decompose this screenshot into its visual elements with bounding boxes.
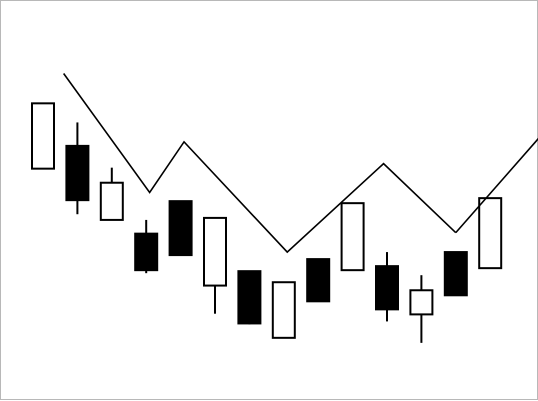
- candle-12: [409, 275, 434, 343]
- candle-8: [271, 281, 296, 339]
- candle-14: [478, 197, 503, 270]
- zigzag-trend-line: [62, 73, 457, 254]
- candle-3: [99, 167, 124, 221]
- candle-6: [203, 216, 227, 314]
- candle-9: [306, 258, 331, 303]
- bullish-candle-body: [31, 102, 55, 170]
- candle-1: [31, 102, 55, 170]
- bullish-candle-body: [203, 216, 227, 287]
- bearish-candle-body: [375, 265, 399, 311]
- zigzag-layer: [62, 73, 538, 254]
- zigzag-final-segment: [455, 137, 538, 234]
- bearish-candle-body: [168, 200, 193, 257]
- bullish-candle-body: [271, 281, 296, 339]
- candle-10: [340, 202, 365, 272]
- candle-11: [375, 252, 399, 322]
- candle-2: [65, 122, 90, 215]
- bearish-candle-body: [134, 232, 159, 272]
- bullish-candle-body: [409, 289, 434, 316]
- bullish-candle-body: [478, 197, 503, 270]
- bearish-candle-body: [306, 258, 331, 303]
- bearish-candle-body: [443, 251, 468, 297]
- candles-layer: [31, 102, 503, 343]
- candle-7: [237, 270, 262, 325]
- candle-5: [168, 200, 193, 257]
- candle-13: [443, 251, 468, 297]
- bullish-candle-body: [99, 181, 124, 221]
- bearish-candle-body: [237, 270, 262, 325]
- bullish-candle-body: [340, 202, 365, 272]
- candle-4: [134, 219, 159, 274]
- bearish-candle-body: [65, 144, 90, 202]
